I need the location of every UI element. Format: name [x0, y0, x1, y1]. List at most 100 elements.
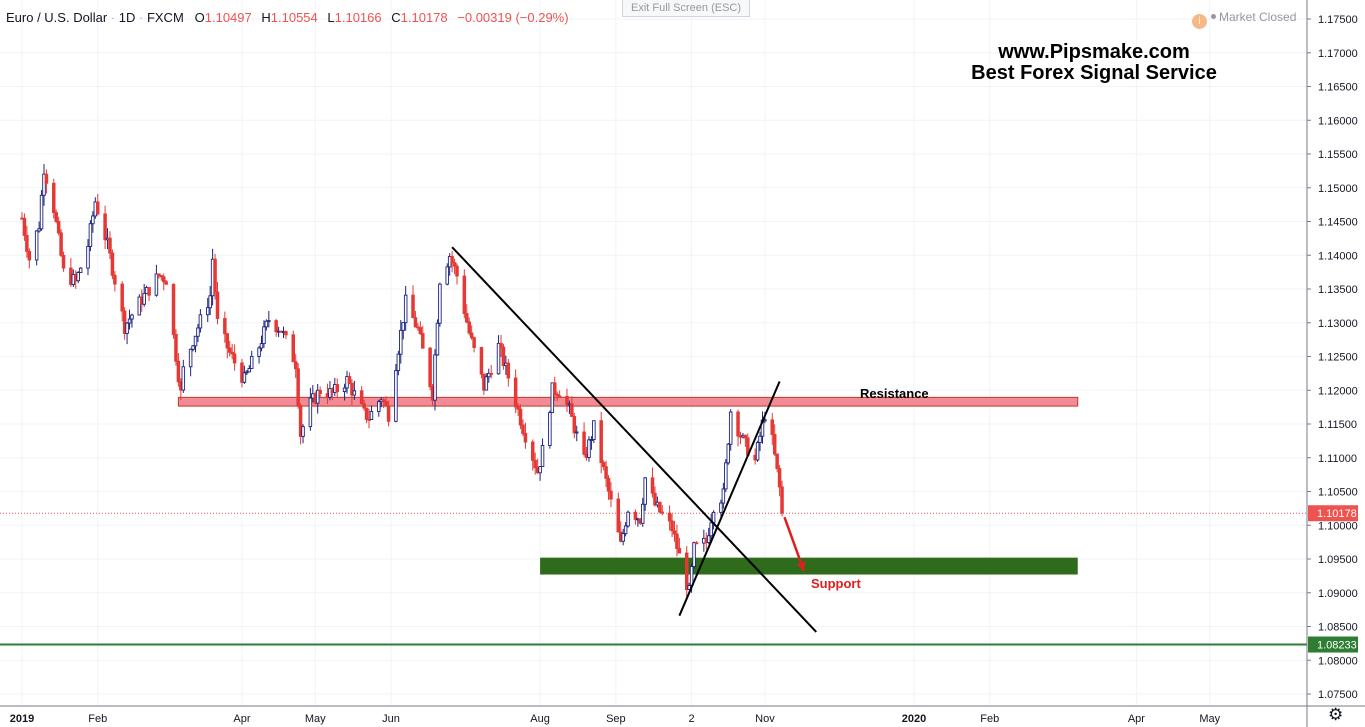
- down-arrow[interactable]: [783, 516, 806, 572]
- candle-body: [381, 399, 386, 403]
- candle-body: [350, 382, 354, 396]
- candle-body: [719, 502, 723, 513]
- candle-body: [499, 342, 503, 348]
- candle-body: [553, 382, 557, 395]
- candle-body: [157, 273, 161, 277]
- interval[interactable]: 1D: [118, 10, 136, 25]
- candle-body: [653, 492, 657, 506]
- candle-body: [196, 327, 200, 337]
- x-tick-label: May: [305, 713, 326, 725]
- candle-body: [421, 333, 425, 349]
- candle-body: [572, 416, 577, 434]
- watermark-line1: www.Pipsmake.com: [998, 41, 1190, 63]
- candle-body: [694, 542, 699, 545]
- x-tick-label: 2020: [902, 713, 926, 725]
- candle-body: [721, 488, 726, 504]
- candle-body: [489, 372, 493, 375]
- candle-body: [127, 318, 132, 324]
- candle-body: [396, 353, 401, 372]
- y-tick-label: 1.10000: [1318, 520, 1358, 532]
- candle-body: [684, 552, 689, 591]
- y-tick-label: 1.17000: [1318, 48, 1358, 60]
- candle-body: [88, 223, 93, 247]
- support-zone[interactable]: [540, 557, 1078, 575]
- candle-body: [623, 525, 628, 535]
- candle-body: [589, 439, 594, 441]
- y-tick-label: 1.12000: [1318, 385, 1358, 397]
- y-tick-label: 1.09500: [1318, 554, 1358, 566]
- candle-body: [59, 232, 63, 256]
- x-tick-label: Aug: [530, 713, 550, 725]
- y-tick-label: 1.09000: [1318, 588, 1358, 600]
- gear-icon[interactable]: ⚙: [1328, 705, 1344, 724]
- candle-body: [592, 420, 596, 440]
- exit-fullscreen-button[interactable]: Exit Full Screen (ESC): [622, 0, 750, 17]
- candle-body: [550, 382, 555, 414]
- candle-body: [364, 407, 369, 420]
- candle-body: [122, 310, 127, 334]
- candle-body: [267, 320, 271, 323]
- candle-body: [328, 388, 332, 398]
- level-price-tag: 1.08233: [1317, 640, 1357, 652]
- candle-body: [484, 376, 489, 391]
- y-tick-label: 1.08000: [1318, 655, 1358, 667]
- candle-body: [626, 511, 630, 527]
- change-value: −0.00319 (−0.29%): [457, 10, 569, 25]
- candle-body: [242, 372, 247, 383]
- y-tick-label: 1.11000: [1318, 453, 1357, 465]
- x-tick-label: Nov: [755, 713, 775, 725]
- candle-body: [308, 397, 313, 428]
- close-value: 1.10178: [400, 10, 448, 25]
- candle-body: [96, 201, 100, 215]
- candle-body: [452, 262, 457, 267]
- candle-body: [418, 327, 423, 334]
- candle-body: [291, 334, 296, 363]
- candle-body: [575, 431, 579, 434]
- candle-body: [675, 533, 679, 549]
- candle-body: [274, 320, 278, 333]
- trendline-1[interactable]: [451, 246, 817, 633]
- candle-body: [758, 435, 762, 443]
- candle-body: [386, 405, 391, 422]
- y-tick-label: 1.16500: [1318, 82, 1358, 94]
- candle-body: [352, 390, 357, 396]
- candle-body: [660, 511, 665, 514]
- candle-body: [284, 331, 288, 336]
- candle-body: [110, 252, 115, 276]
- candle-body: [650, 477, 655, 494]
- candle-body: [533, 459, 537, 469]
- symbol-header: Euro / U.S. Dollar · 1D · FXCM O1.10497 …: [6, 10, 569, 25]
- candle-body: [34, 230, 39, 261]
- candle-body: [640, 503, 645, 524]
- symbol-name[interactable]: Euro / U.S. Dollar: [6, 10, 108, 25]
- candle-body: [215, 291, 220, 319]
- candle-body: [130, 314, 134, 320]
- candle-body: [232, 353, 237, 364]
- candle-body: [540, 445, 545, 468]
- candle-body: [125, 322, 129, 334]
- candle-body: [438, 283, 442, 324]
- market-status[interactable]: i Market Closed: [1192, 10, 1296, 29]
- resistance-label: Resistance: [860, 386, 929, 401]
- candle-body: [670, 520, 674, 532]
- candle-body: [780, 486, 784, 514]
- candle-body: [377, 401, 381, 412]
- candle-body: [743, 434, 748, 439]
- arrow-head-icon: [796, 561, 806, 572]
- candle-body: [435, 322, 440, 356]
- candle-body: [225, 333, 230, 349]
- candle-body: [198, 314, 203, 329]
- grid: [0, 0, 1307, 706]
- candle-body: [384, 401, 388, 407]
- candle-body: [706, 535, 711, 543]
- drawings[interactable]: [451, 246, 817, 633]
- candle-body: [22, 217, 27, 236]
- candle-body: [154, 273, 159, 296]
- trendline-2[interactable]: [678, 381, 781, 617]
- x-tick-label: Sep: [606, 713, 626, 725]
- candle-body: [188, 348, 193, 368]
- resistance-zone[interactable]: [177, 396, 1079, 407]
- candle-body: [213, 258, 217, 293]
